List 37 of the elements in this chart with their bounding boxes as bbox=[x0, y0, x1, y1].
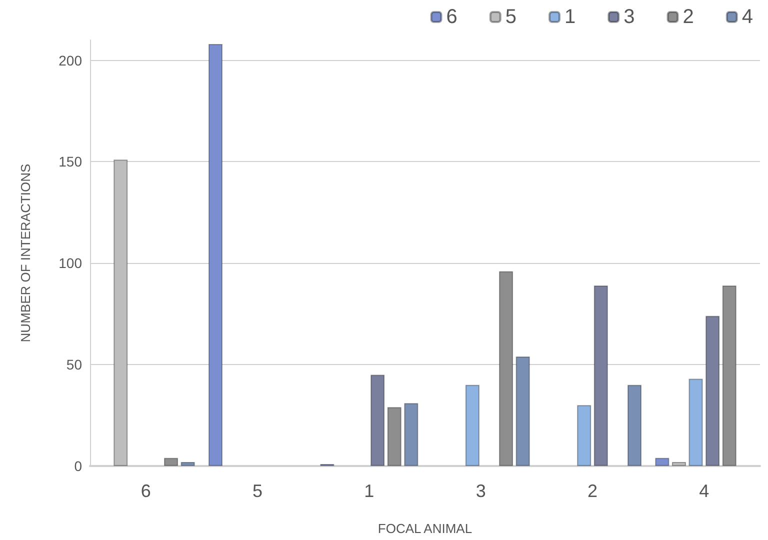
bar bbox=[208, 44, 222, 466]
bar bbox=[722, 285, 736, 466]
legend-label: 6 bbox=[446, 6, 458, 28]
bar bbox=[594, 285, 608, 466]
bar bbox=[516, 356, 530, 466]
y-tick-label: 0 bbox=[74, 458, 82, 474]
legend-label: 2 bbox=[682, 6, 694, 28]
bar bbox=[688, 378, 703, 466]
x-tick-label: 2 bbox=[587, 481, 598, 501]
bar bbox=[404, 403, 418, 466]
bar bbox=[577, 405, 592, 466]
y-tick-label: 150 bbox=[58, 154, 82, 170]
bar bbox=[370, 374, 385, 466]
x-tick-label: 3 bbox=[476, 481, 486, 501]
y-tick-label: 200 bbox=[58, 52, 82, 68]
x-tick-label: 1 bbox=[364, 481, 374, 501]
bar bbox=[164, 458, 178, 466]
bar bbox=[706, 316, 720, 466]
bar bbox=[114, 160, 128, 466]
x-tick-label: 4 bbox=[699, 481, 710, 501]
legend-label: 3 bbox=[624, 6, 635, 28]
bar bbox=[387, 407, 402, 466]
bar bbox=[628, 384, 642, 466]
legend-label: 1 bbox=[564, 6, 576, 28]
x-tick-label: 5 bbox=[252, 481, 263, 501]
x-tick-label: 6 bbox=[140, 481, 151, 501]
legend-label: 4 bbox=[742, 6, 753, 28]
y-tick-label: 100 bbox=[58, 255, 82, 272]
legend-label: 5 bbox=[505, 6, 517, 28]
x-axis-title: FOCAL ANIMAL bbox=[378, 521, 472, 536]
bar bbox=[499, 271, 514, 466]
bar bbox=[465, 384, 480, 466]
y-tick-label: 50 bbox=[66, 356, 82, 373]
bar bbox=[672, 462, 686, 466]
bar bbox=[655, 458, 670, 466]
bar bbox=[180, 462, 195, 466]
y-axis-title: NUMBER OF INTERACTIONS bbox=[18, 163, 33, 342]
